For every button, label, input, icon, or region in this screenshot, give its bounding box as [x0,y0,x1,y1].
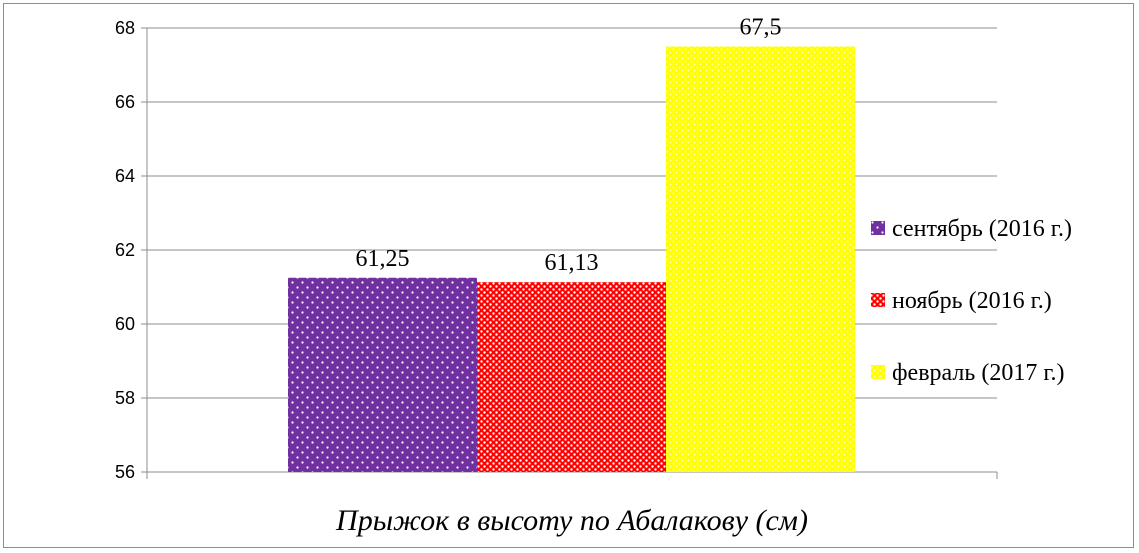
y-tick-label: 62 [115,240,135,260]
legend-label: сентябрь (2016 г.) [892,216,1072,242]
y-tick-label: 66 [115,92,135,112]
y-tick-label: 64 [115,166,135,186]
bar [477,282,666,472]
data-labels: 61,25 61,13 67,5 [356,15,782,277]
y-tick-label: 56 [115,462,135,482]
legend-swatch [871,221,885,235]
data-label: 61,13 [545,250,599,276]
x-axis-title: Прыжок в высоту по Абалакову (см) [335,504,808,537]
legend-label: февраль (2017 г.) [892,360,1064,386]
bar [288,277,477,472]
legend-swatch [871,293,885,307]
y-tick-label: 68 [115,18,135,38]
legend-swatch [871,365,885,379]
bars [288,46,855,472]
y-tick-label: 60 [115,314,135,334]
legend-label: ноябрь (2016 г.) [892,288,1052,314]
data-label: 67,5 [740,15,782,41]
data-label: 61,25 [356,246,410,272]
legend: сентябрь (2016 г.) ноябрь (2016 г.) феврал… [871,216,1072,386]
y-tick-label: 58 [115,388,135,408]
bar [666,46,855,472]
